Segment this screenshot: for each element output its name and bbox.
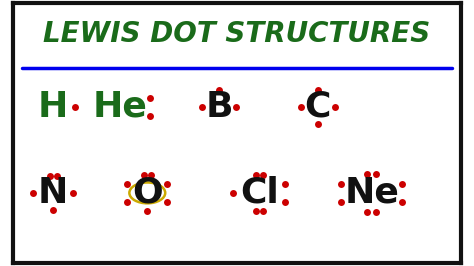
Text: O: O (132, 176, 163, 210)
Text: N: N (38, 176, 68, 210)
Text: Ne: Ne (344, 176, 399, 210)
Text: LEWIS DOT STRUCTURES: LEWIS DOT STRUCTURES (44, 20, 430, 48)
Text: B: B (205, 90, 233, 124)
Text: H: H (38, 90, 68, 124)
Text: Cl: Cl (240, 176, 279, 210)
Text: He: He (93, 90, 148, 124)
Text: C: C (305, 90, 331, 124)
